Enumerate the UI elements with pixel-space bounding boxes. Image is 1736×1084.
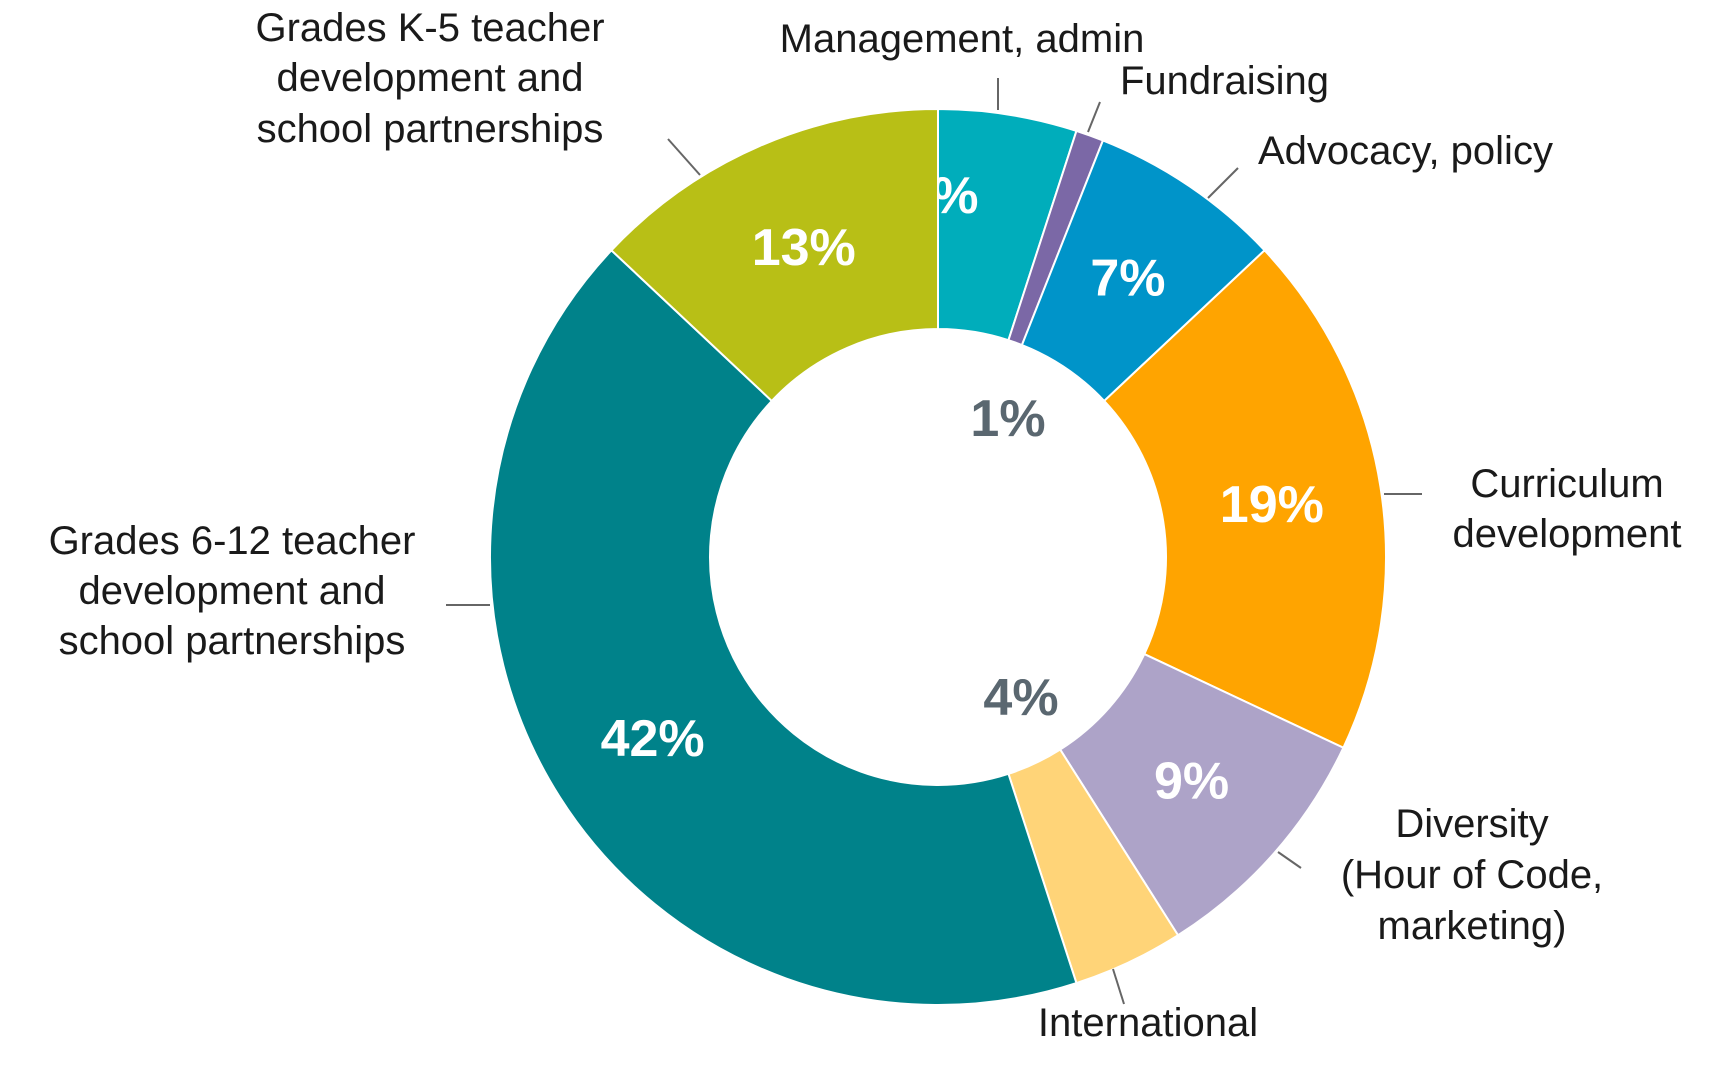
leader-line-2: [1087, 101, 1101, 133]
category-label-3-line-1: Advocacy, policy: [1258, 129, 1553, 173]
category-label-7-line-3: school partnerships: [59, 619, 406, 663]
category-label-8-line-3: school partnerships: [257, 107, 604, 151]
leader-line-3: [1207, 167, 1239, 199]
category-label-6-line-1: International: [1038, 1001, 1258, 1045]
category-label-4-line-2: development: [1452, 512, 1681, 556]
value-label-5: 9%: [1154, 753, 1229, 811]
category-label-7-line-1: Grades 6-12 teacher: [49, 519, 416, 563]
category-label-2-line-1: Fundraising: [1120, 59, 1329, 103]
slice-8: [610, 107, 939, 403]
value-label-2: 1%: [970, 390, 1045, 448]
category-label-1-line-1: Management, admin: [780, 17, 1145, 61]
category-label-8-line-1: Grades K-5 teacher: [255, 6, 604, 50]
value-label-6: 4%: [983, 669, 1058, 727]
leader-line-5: [1277, 851, 1302, 869]
value-label-4: 19%: [1220, 476, 1324, 534]
leader-line-8: [667, 138, 701, 176]
category-label-5-line-1: Diversity: [1395, 802, 1548, 846]
value-label-7: 42%: [601, 710, 705, 768]
leader-line-6: [1112, 968, 1125, 1005]
category-label-5-line-2: (Hour of Code,: [1341, 853, 1603, 897]
value-label-3: 7%: [1090, 249, 1165, 307]
category-label-7-line-2: development and: [79, 569, 386, 613]
category-label-5-line-3: marketing): [1378, 904, 1567, 948]
slice-4: [1102, 248, 1387, 750]
category-label-8-line-2: development and: [277, 56, 584, 100]
value-label-8: 13%: [752, 219, 856, 277]
category-label-4-line-1: Curriculum: [1470, 462, 1663, 506]
slice-7: [489, 248, 1078, 1006]
